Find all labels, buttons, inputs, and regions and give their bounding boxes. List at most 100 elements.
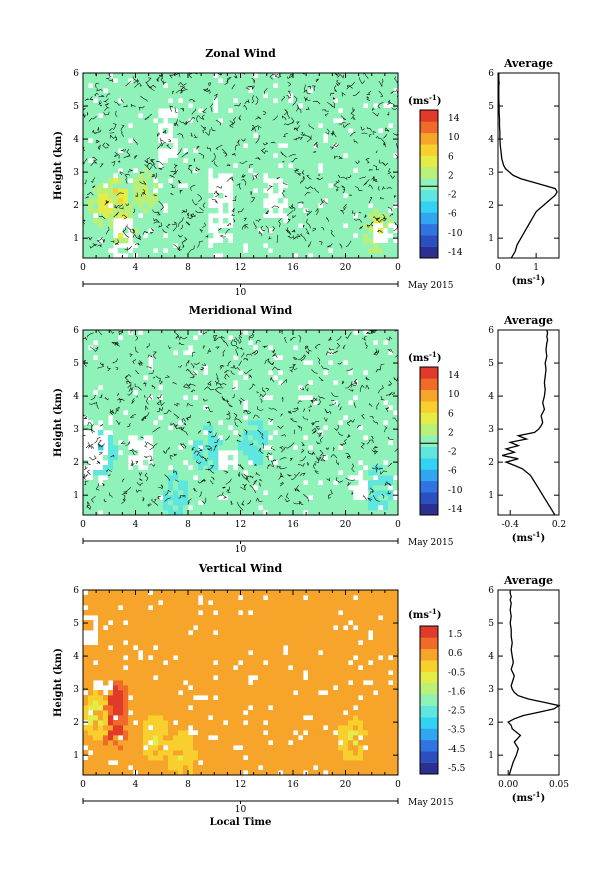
heatmap-cell [153, 183, 158, 188]
heatmap-cell [173, 465, 178, 470]
heatmap-cell [213, 425, 218, 430]
heatmap-cell [358, 98, 363, 103]
heatmap-cell [148, 203, 153, 208]
heatmap-cell [353, 460, 358, 465]
heatmap-cell [258, 98, 263, 103]
heatmap-cell [248, 173, 253, 178]
heatmap-cell [128, 173, 133, 178]
heatmap-cell [103, 410, 108, 415]
heatmap-cell [318, 360, 323, 365]
heatmap-cell [123, 400, 128, 405]
heatmap-cell [133, 505, 138, 510]
contour-segment [212, 200, 218, 204]
heatmap-cell [133, 465, 138, 470]
heatmap-cell [348, 340, 353, 345]
heatmap-cell [173, 355, 178, 360]
heatmap-cell [303, 335, 308, 340]
heatmap-cell [293, 430, 298, 435]
heatmap-cell [348, 415, 353, 420]
heatmap-cell [343, 465, 348, 470]
heatmap-cell [123, 380, 128, 385]
heatmap-cell [143, 133, 148, 138]
heatmap-cell [278, 223, 283, 228]
heatmap-cell [313, 198, 318, 203]
heatmap-cell [188, 430, 193, 435]
heatmap-cell [168, 233, 173, 238]
heatmap-cell [118, 138, 123, 143]
heatmap-cell [293, 335, 298, 340]
heatmap-cell [153, 475, 158, 480]
heatmap-cell [383, 188, 388, 193]
heatmap-cell [353, 158, 358, 163]
heatmap-cell [83, 370, 88, 375]
heatmap-cell [83, 73, 88, 78]
heatmap-cell [233, 223, 238, 228]
heatmap-cell [313, 158, 318, 163]
heatmap-cell [198, 78, 203, 83]
heatmap-cell [308, 410, 313, 415]
heatmap-cell [358, 123, 363, 128]
heatmap-cell [238, 148, 243, 153]
heatmap-cell [148, 370, 153, 375]
heatmap-cell [88, 355, 93, 360]
heatmap-cell [323, 345, 328, 350]
heatmap-cell [278, 460, 283, 465]
y-tick-label: 3 [488, 168, 494, 178]
heatmap-cell [273, 88, 278, 93]
heatmap-cell [243, 213, 248, 218]
heatmap-cell [258, 340, 263, 345]
heatmap-cell [133, 203, 138, 208]
heatmap-cell [188, 88, 193, 93]
heatmap-cell [93, 360, 98, 365]
heatmap-cell [163, 178, 168, 183]
heatmap-cell [333, 335, 338, 340]
heatmap-cell [173, 193, 178, 198]
heatmap-cell [338, 198, 343, 203]
heatmap-cell [153, 98, 158, 103]
heatmap-cell [343, 365, 348, 370]
heatmap-cell [203, 163, 208, 168]
heatmap-cell [348, 143, 353, 148]
heatmap-cell [298, 183, 303, 188]
heatmap-cell [258, 93, 263, 98]
heatmap-cell [133, 163, 138, 168]
heatmap-cell [318, 143, 323, 148]
heatmap-cell [338, 355, 343, 360]
heatmap-cell [328, 445, 333, 450]
heatmap-cell [348, 495, 353, 500]
heatmap-cell [213, 505, 218, 510]
heatmap-cell [328, 208, 333, 213]
heatmap-cell [338, 138, 343, 143]
heatmap-cell [168, 243, 173, 248]
heatmap-cell [118, 465, 123, 470]
heatmap-cell [103, 500, 108, 505]
heatmap-cell [268, 480, 273, 485]
heatmap-cell [258, 495, 263, 500]
heatmap-cell [383, 223, 388, 228]
heatmap-cell [343, 88, 348, 93]
heatmap-cell [353, 103, 358, 108]
heatmap-cell [298, 118, 303, 123]
heatmap-cell [383, 113, 388, 118]
heatmap-cell [123, 420, 128, 425]
heatmap-cell [303, 420, 308, 425]
heatmap-cell [273, 340, 278, 345]
heatmap-cell [303, 103, 308, 108]
heatmap-cell [163, 435, 168, 440]
heatmap-cell [308, 198, 313, 203]
heatmap-cell [198, 475, 203, 480]
heatmap-cell [198, 243, 203, 248]
heatmap-cell [128, 390, 133, 395]
heatmap-cell [383, 93, 388, 98]
heatmap-cell [368, 380, 373, 385]
heatmap-cell [313, 93, 318, 98]
heatmap-cell [363, 208, 368, 213]
heatmap-cell [333, 375, 338, 380]
heatmap-cell [103, 340, 108, 345]
heatmap-cell [273, 78, 278, 83]
heatmap-cell [258, 400, 263, 405]
heatmap-cell [323, 330, 328, 335]
heatmap-cell [153, 480, 158, 485]
heatmap-cell [198, 385, 203, 390]
heatmap-cell [278, 500, 283, 505]
